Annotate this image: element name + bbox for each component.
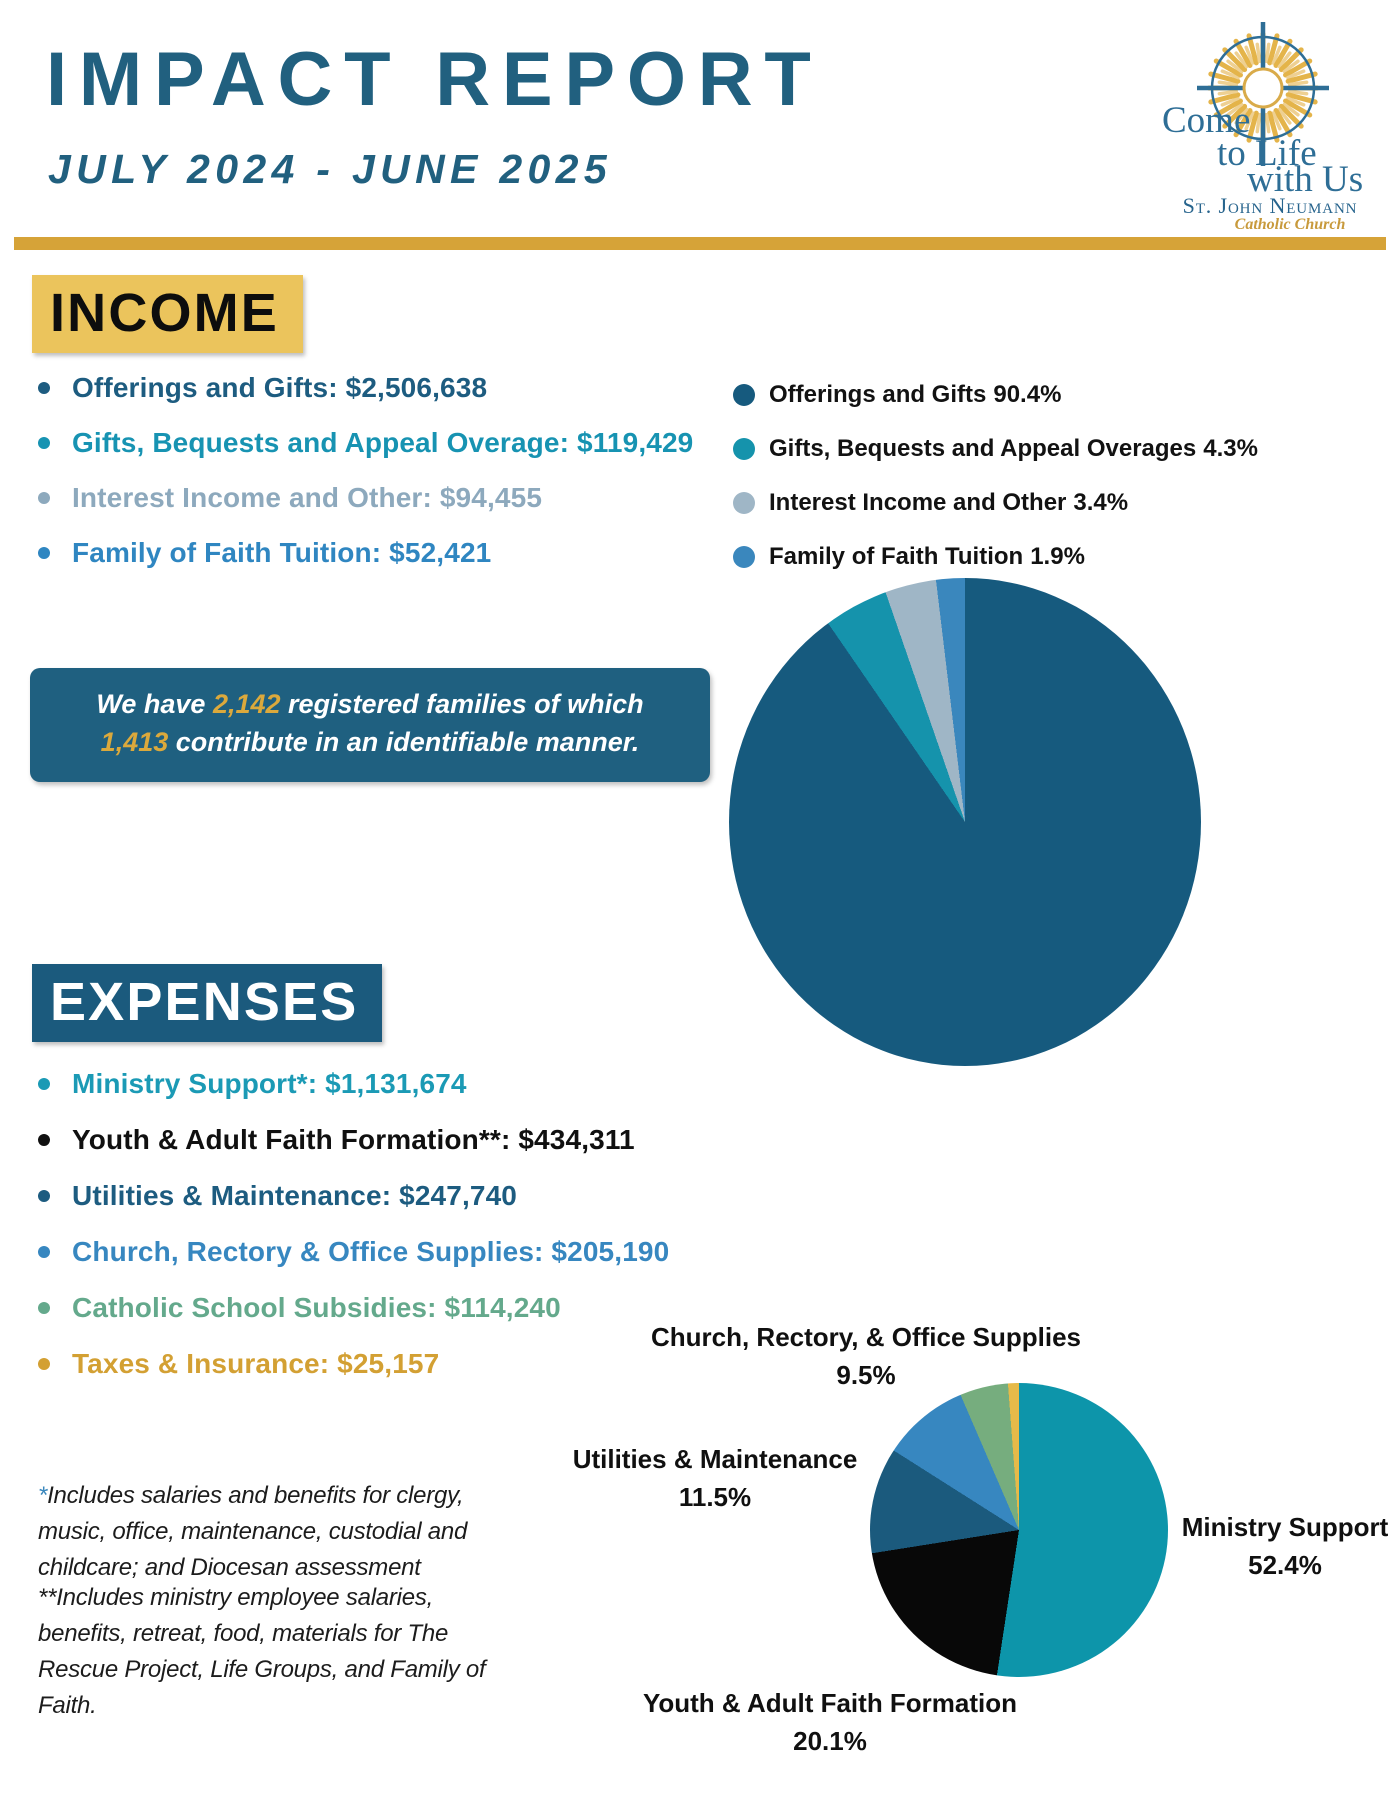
income-list: Offerings and Gifts: $2,506,638 Gifts, B… — [30, 372, 693, 592]
note-segment: registered families of which — [280, 689, 644, 719]
legend-percent: 3.4% — [1073, 489, 1129, 516]
callout-percent: 9.5% — [836, 1360, 896, 1390]
bullet-dot-icon — [38, 1190, 50, 1202]
income-list-item: Gifts, Bequests and Appeal Overage: $119… — [30, 427, 693, 482]
logo-text-come: Come — [1162, 100, 1251, 141]
legend-label: Family of Faith Tuition — [769, 543, 1024, 570]
note-segment: contribute in an identifiable manner. — [168, 727, 640, 757]
legend-percent: 90.4% — [993, 381, 1062, 408]
bullet-dot-icon — [38, 382, 50, 394]
bullet-dot-icon — [38, 492, 50, 504]
legend-dot-icon — [733, 492, 755, 514]
legend-dot-icon — [733, 384, 755, 406]
page-title: IMPACT REPORT — [46, 37, 823, 122]
callout-percent: 20.1% — [793, 1726, 867, 1756]
expenses-list: Ministry Support*: $1,131,674 Youth & Ad… — [30, 1068, 669, 1404]
bullet-dot-icon — [38, 547, 50, 559]
footnote-star: * — [38, 1482, 48, 1509]
expense-list-item: Youth & Adult Faith Formation**: $434,31… — [30, 1124, 669, 1180]
legend-row: Offerings and Gifts 90.4% — [733, 368, 1258, 422]
bullet-dot-icon — [38, 437, 50, 449]
callout-label: Church, Rectory, & Office Supplies — [650, 1322, 1082, 1352]
income-heading: INCOME — [32, 275, 303, 353]
legend-row: Gifts, Bequests and Appeal Overages 4.3% — [733, 422, 1258, 476]
expenses-heading: EXPENSES — [32, 964, 383, 1042]
callout-percent: 11.5% — [678, 1482, 752, 1512]
church-logo: Come to Life with Us St. John Neumann Ca… — [985, 6, 1390, 233]
note-segment: We have — [96, 689, 213, 719]
note-line-2: 1,413 contribute in an identifiable mann… — [30, 723, 710, 761]
legend-label: Gifts, Bequests and Appeal Overages — [769, 435, 1197, 462]
footnote-text: Includes salaries and benefits for clerg… — [38, 1482, 468, 1581]
expense-item-label: Ministry Support*: $1,131,674 — [72, 1068, 467, 1099]
bullet-dot-icon — [38, 1358, 50, 1370]
expense-list-item: Church, Rectory & Office Supplies: $205,… — [30, 1236, 669, 1292]
income-list-item: Offerings and Gifts: $2,506,638 — [30, 372, 693, 427]
page-subtitle: JULY 2024 - JUNE 2025 — [48, 146, 612, 192]
legend-label: Offerings and Gifts — [769, 381, 987, 408]
legend-percent: 1.9% — [1030, 543, 1085, 570]
callout-label: Youth & Adult Faith Formation — [642, 1688, 1018, 1718]
registered-families-note: We have 2,142 registered families of whi… — [30, 668, 710, 782]
legend-row: Interest Income and Other 3.4% — [733, 476, 1258, 530]
bullet-dot-icon — [38, 1246, 50, 1258]
note-segment: 1,413 — [100, 727, 169, 757]
legend-row: Family of Faith Tuition 1.9% — [733, 530, 1258, 584]
expense-item-label: Youth & Adult Faith Formation**: $434,31… — [72, 1124, 635, 1155]
logo-text-with-us: with Us — [1247, 159, 1364, 200]
logo-org-name: St. John Neumann — [1182, 193, 1358, 218]
logo-text-to-life: to Life — [1217, 133, 1317, 174]
income-pie-legend: Offerings and Gifts 90.4% Gifts, Bequest… — [733, 368, 1258, 584]
gold-divider — [14, 237, 1386, 250]
expense-list-item: Catholic School Subsidies: $114,240 — [30, 1292, 669, 1348]
expense-item-label: Utilities & Maintenance: $247,740 — [72, 1180, 518, 1211]
note-line-1: We have 2,142 registered families of whi… — [30, 685, 710, 723]
pie-callout: Church, Rectory, & Office Supplies 9.5% — [566, 1318, 1166, 1394]
income-item-label: Gifts, Bequests and Appeal Overage: $119… — [72, 427, 694, 458]
expense-list-item: Ministry Support*: $1,131,674 — [30, 1068, 669, 1124]
income-list-item: Interest Income and Other: $94,455 — [30, 482, 693, 537]
pie-callout: Youth & Adult Faith Formation 20.1% — [580, 1684, 1080, 1760]
footnote-star: ** — [38, 1584, 57, 1611]
callout-percent: 52.4% — [1248, 1550, 1322, 1580]
pie-callout: Ministry Support 52.4% — [1135, 1508, 1400, 1584]
sunburst-cross-icon — [1197, 22, 1329, 166]
income-pie-chart — [729, 578, 1201, 1066]
expenses-pie-chart — [870, 1383, 1168, 1677]
expense-item-label: Taxes & Insurance: $25,157 — [72, 1348, 440, 1379]
income-item-label: Interest Income and Other: $94,455 — [72, 482, 543, 513]
income-list-item: Family of Faith Tuition: $52,421 — [30, 537, 693, 592]
footnote-faith-formation: **Includes ministry employee salaries, b… — [38, 1580, 528, 1724]
expense-item-label: Catholic School Subsidies: $114,240 — [72, 1292, 561, 1323]
income-item-label: Family of Faith Tuition: $52,421 — [72, 537, 492, 568]
pie-callout: Utilities & Maintenance 11.5% — [515, 1440, 915, 1516]
legend-percent: 4.3% — [1203, 435, 1258, 462]
callout-label: Utilities & Maintenance — [572, 1444, 858, 1474]
bullet-dot-icon — [38, 1302, 50, 1314]
income-item-label: Offerings and Gifts: $2,506,638 — [72, 372, 488, 403]
bullet-dot-icon — [38, 1134, 50, 1146]
footnote-text: Includes ministry employee salaries, ben… — [38, 1584, 486, 1719]
bullet-dot-icon — [38, 1078, 50, 1090]
legend-dot-icon — [733, 438, 755, 460]
expense-list-item: Utilities & Maintenance: $247,740 — [30, 1180, 669, 1236]
note-segment: 2,142 — [212, 689, 281, 719]
legend-label: Interest Income and Other — [769, 489, 1067, 516]
expense-item-label: Church, Rectory & Office Supplies: $205,… — [72, 1236, 670, 1267]
legend-dot-icon — [733, 546, 755, 568]
expense-list-item: Taxes & Insurance: $25,157 — [30, 1348, 669, 1404]
logo-org-subtitle: Catholic Church — [1234, 216, 1346, 233]
callout-label: Ministry Support — [1181, 1512, 1389, 1542]
footnote-ministry-support: *Includes salaries and benefits for cler… — [38, 1478, 518, 1586]
